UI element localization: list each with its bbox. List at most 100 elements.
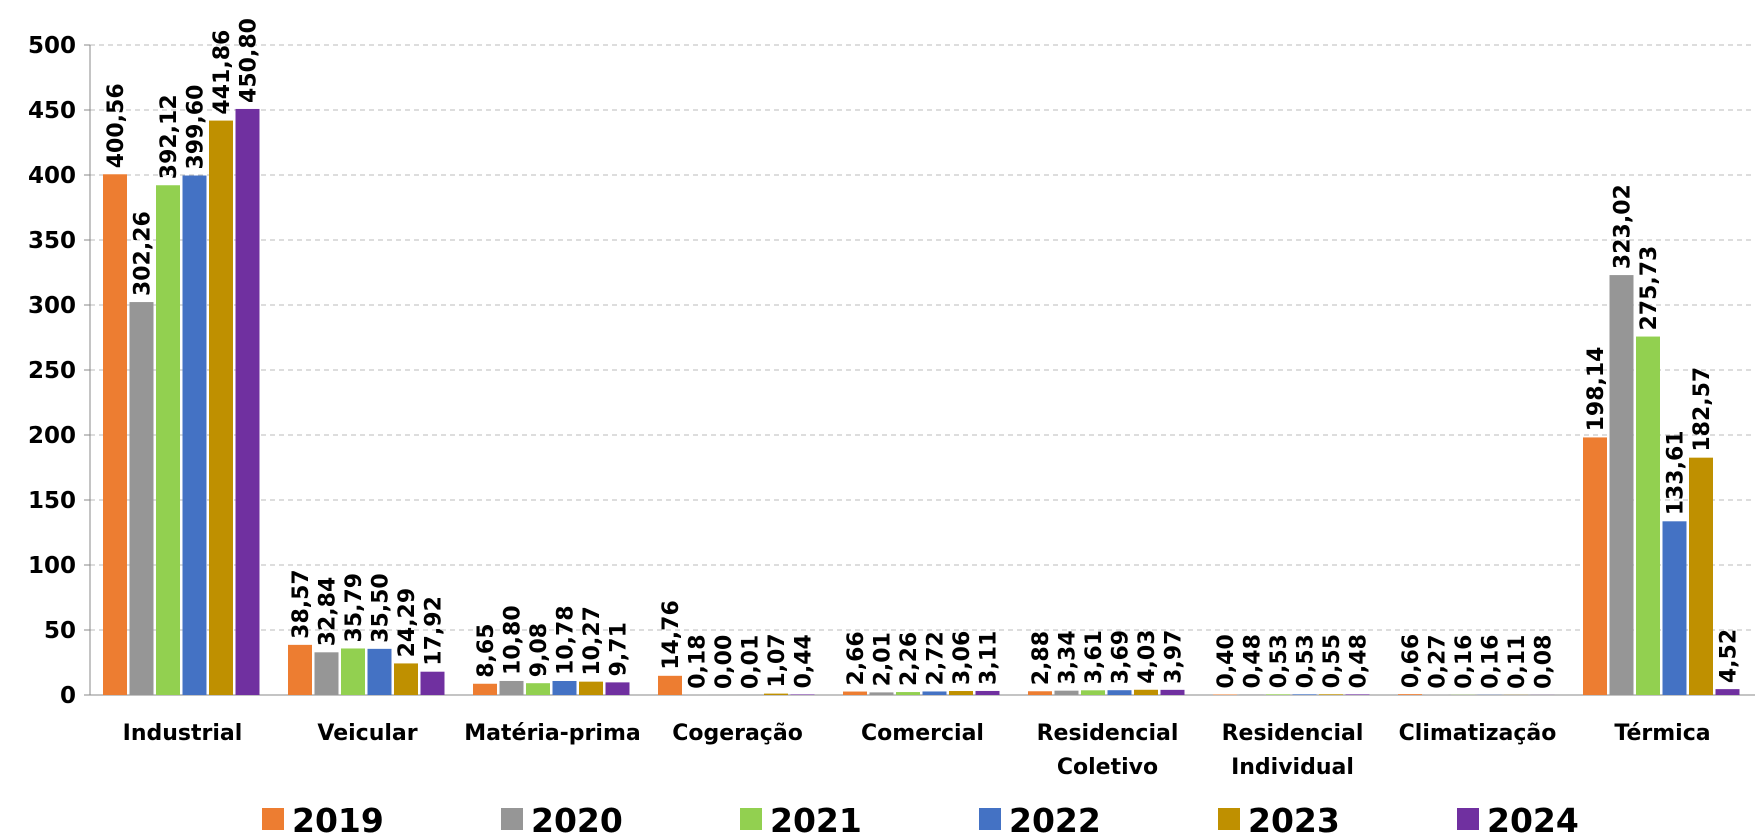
bar [1609, 275, 1634, 695]
value-label: 133,61 [1664, 430, 1689, 515]
bar [367, 648, 392, 695]
value-label: 323,02 [1611, 184, 1636, 269]
bar [473, 683, 497, 695]
value-label: 24,29 [395, 588, 420, 658]
legend-swatch [979, 808, 1001, 830]
value-label: 0,40 [1214, 634, 1239, 688]
x-tick-label: Residencial Individual [1222, 721, 1364, 780]
legend-label: 2023 [1248, 801, 1340, 839]
legend-label: 2022 [1009, 801, 1101, 839]
bar [843, 691, 867, 695]
y-tick-label: 50 [44, 618, 76, 644]
value-label: 2,72 [924, 631, 949, 685]
value-label: 0,55 [1320, 634, 1345, 688]
value-label: 0,00 [712, 635, 737, 689]
value-label: 450,80 [237, 18, 262, 103]
bar [314, 652, 339, 695]
value-label: 0,08 [1532, 635, 1557, 689]
value-label: 441,86 [210, 30, 235, 115]
value-label: 0,48 [1241, 634, 1266, 688]
legend-label: 2019 [292, 801, 384, 839]
value-label: 198,14 [1584, 347, 1609, 432]
value-label: 3,11 [977, 631, 1002, 685]
value-label: 9,08 [527, 623, 552, 677]
value-label: 10,78 [554, 605, 579, 675]
value-label: 0,01 [739, 635, 764, 689]
bar [1319, 694, 1343, 695]
bar [1715, 689, 1740, 695]
bar [869, 692, 894, 695]
bar [235, 108, 260, 695]
bar [288, 644, 312, 695]
value-label: 38,57 [289, 569, 314, 639]
value-label: 0,18 [686, 634, 711, 688]
y-tick-label: 400 [28, 163, 76, 189]
bar [341, 648, 365, 695]
value-label: 302,26 [131, 211, 156, 296]
value-label: 0,16 [1452, 635, 1477, 689]
value-label: 3,06 [950, 631, 975, 685]
bar [156, 185, 180, 695]
bar [1398, 694, 1422, 695]
bar [1160, 689, 1185, 695]
value-label: 3,97 [1162, 630, 1187, 684]
x-tick-label: Residencial Coletivo [1037, 721, 1179, 780]
value-label: 0,27 [1426, 634, 1451, 688]
y-tick-label: 450 [28, 98, 76, 124]
bar [182, 175, 207, 695]
bar [1239, 694, 1264, 695]
x-tick-label: Matéria-prima [464, 721, 640, 746]
value-label: 0,53 [1294, 634, 1319, 688]
value-label: 8,65 [474, 623, 499, 677]
y-tick-label: 300 [28, 293, 76, 319]
x-tick-label: Climatização [1399, 721, 1557, 746]
value-label: 0,66 [1399, 634, 1424, 688]
x-tick-label: Veicular [317, 721, 417, 746]
bar [922, 691, 947, 695]
y-tick-label: 0 [60, 683, 76, 709]
value-label: 0,53 [1267, 634, 1292, 688]
bar [1266, 694, 1290, 695]
value-label: 17,92 [422, 596, 447, 666]
value-label: 0,44 [792, 634, 817, 688]
bar [394, 663, 418, 695]
y-tick-label: 500 [28, 33, 76, 59]
bar [1662, 521, 1687, 695]
bar [526, 683, 550, 695]
bar [209, 120, 233, 695]
bar [499, 680, 524, 695]
value-label: 10,27 [580, 606, 605, 676]
bar [1054, 690, 1079, 695]
value-label: 400,56 [104, 83, 129, 168]
legend-swatch [262, 808, 284, 830]
value-label: 2,88 [1029, 631, 1054, 685]
bar [1583, 437, 1607, 695]
value-label: 182,57 [1690, 367, 1715, 452]
bar [1134, 689, 1158, 695]
value-label: 275,73 [1637, 246, 1662, 331]
legend-swatch [1218, 808, 1240, 830]
bar [975, 690, 1000, 695]
value-label: 0,16 [1479, 635, 1504, 689]
value-label: 2,26 [897, 632, 922, 686]
legend-label: 2020 [531, 801, 623, 839]
bar [103, 174, 127, 696]
bar [605, 682, 630, 695]
x-tick-label: Comercial [861, 721, 984, 746]
value-label: 35,50 [369, 573, 394, 643]
bar [1345, 694, 1370, 695]
bar [1292, 694, 1317, 695]
value-label: 392,12 [157, 94, 182, 179]
legend-swatch [740, 808, 762, 830]
value-label: 35,79 [342, 573, 367, 643]
legend-label: 2024 [1487, 801, 1579, 839]
value-label: 0,11 [1505, 635, 1530, 689]
bar [790, 694, 815, 695]
x-tick-label: Cogeração [672, 721, 803, 746]
bar [1636, 336, 1660, 695]
y-tick-label: 350 [28, 228, 76, 254]
bar [1081, 690, 1105, 695]
value-label: 3,69 [1109, 630, 1134, 684]
bar [764, 693, 788, 695]
